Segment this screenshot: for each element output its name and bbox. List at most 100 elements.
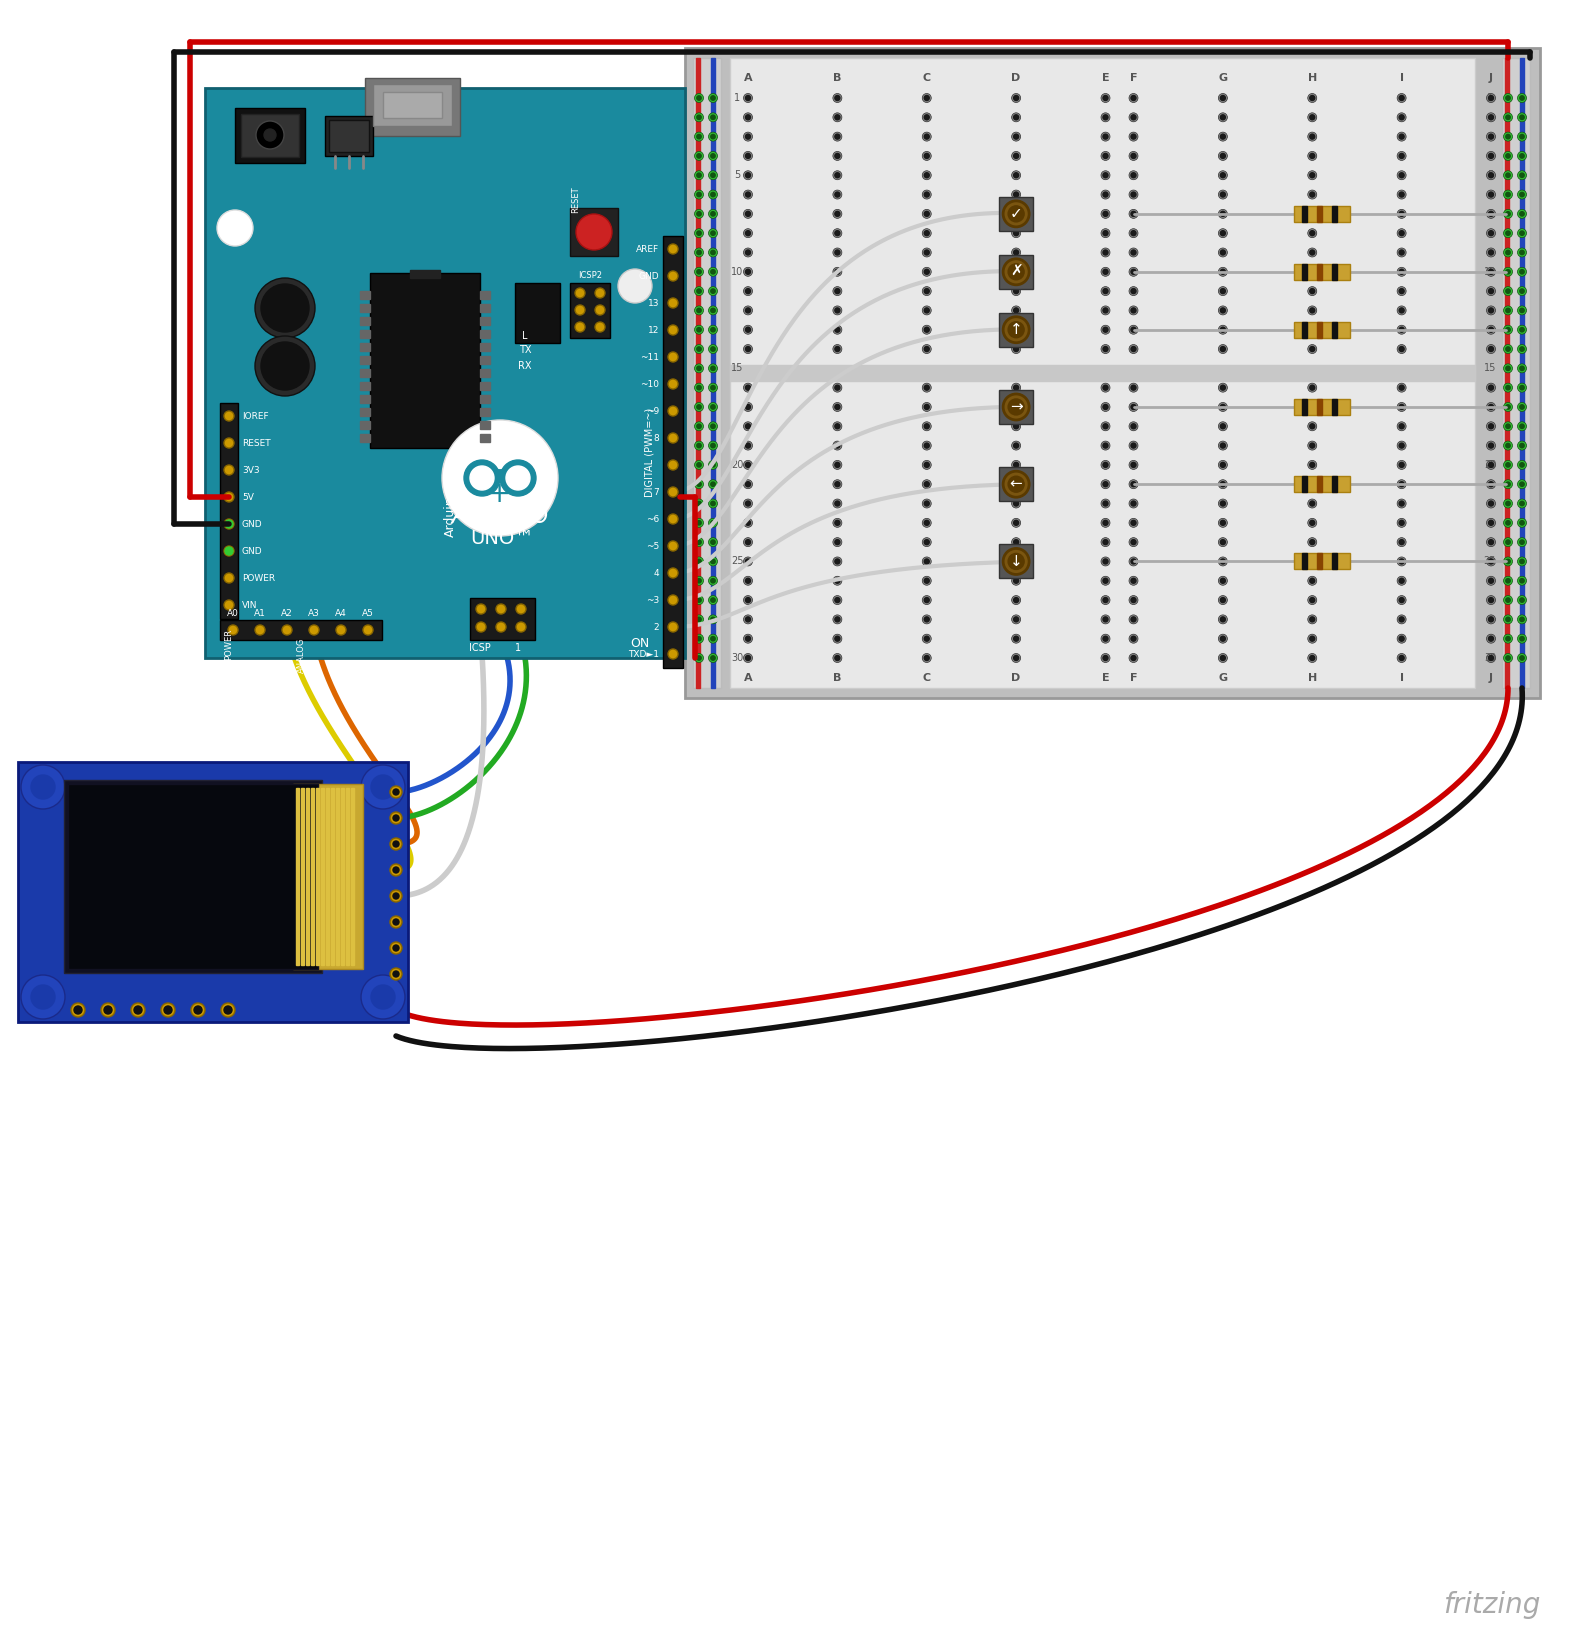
- Circle shape: [226, 547, 234, 555]
- Circle shape: [1011, 325, 1021, 335]
- Circle shape: [1307, 654, 1317, 662]
- Circle shape: [1014, 192, 1019, 197]
- Text: A2: A2: [281, 609, 293, 617]
- Circle shape: [1218, 519, 1227, 527]
- Circle shape: [711, 346, 716, 351]
- Bar: [1332, 399, 1337, 415]
- Circle shape: [1487, 248, 1496, 258]
- Circle shape: [1307, 190, 1317, 199]
- Circle shape: [833, 614, 841, 624]
- Circle shape: [744, 557, 752, 566]
- Circle shape: [1011, 228, 1021, 238]
- Circle shape: [1130, 269, 1135, 274]
- Circle shape: [1506, 521, 1510, 525]
- Circle shape: [711, 617, 716, 622]
- Circle shape: [1520, 327, 1525, 332]
- Bar: [359, 343, 370, 351]
- Circle shape: [746, 346, 750, 351]
- Circle shape: [1506, 192, 1510, 197]
- Circle shape: [1307, 345, 1317, 353]
- Circle shape: [1103, 346, 1108, 351]
- Bar: [1332, 322, 1337, 338]
- Circle shape: [744, 442, 752, 450]
- Circle shape: [1399, 578, 1404, 583]
- Circle shape: [1011, 210, 1021, 218]
- Circle shape: [1517, 519, 1526, 527]
- Circle shape: [1221, 655, 1226, 660]
- Circle shape: [1008, 553, 1024, 570]
- Circle shape: [1488, 424, 1493, 429]
- Circle shape: [1130, 481, 1135, 486]
- Circle shape: [1487, 94, 1496, 102]
- Circle shape: [161, 1003, 175, 1016]
- Circle shape: [1504, 268, 1512, 276]
- Circle shape: [1129, 634, 1138, 644]
- Circle shape: [695, 113, 703, 122]
- Circle shape: [1488, 501, 1493, 506]
- Circle shape: [1129, 210, 1138, 218]
- Circle shape: [1221, 172, 1226, 177]
- Circle shape: [1130, 135, 1135, 140]
- Circle shape: [390, 916, 402, 928]
- Circle shape: [695, 365, 703, 373]
- Circle shape: [924, 481, 929, 486]
- Text: IOREF: IOREF: [242, 412, 269, 420]
- Circle shape: [1399, 521, 1404, 525]
- Circle shape: [1100, 634, 1110, 644]
- Circle shape: [1129, 345, 1138, 353]
- Circle shape: [924, 212, 929, 217]
- Circle shape: [1008, 264, 1024, 279]
- Circle shape: [1011, 499, 1021, 507]
- Bar: [480, 420, 490, 429]
- Text: GND: GND: [638, 271, 658, 281]
- Circle shape: [1014, 289, 1019, 294]
- Circle shape: [1399, 327, 1404, 332]
- Circle shape: [1310, 424, 1315, 429]
- Bar: [1332, 476, 1337, 493]
- Circle shape: [696, 135, 701, 140]
- Circle shape: [1011, 460, 1021, 470]
- Circle shape: [1221, 540, 1226, 545]
- Circle shape: [1130, 212, 1135, 217]
- Circle shape: [696, 501, 701, 506]
- Circle shape: [922, 190, 932, 199]
- Circle shape: [1487, 171, 1496, 179]
- Circle shape: [1504, 614, 1512, 624]
- Circle shape: [1398, 499, 1406, 507]
- Circle shape: [1520, 617, 1525, 622]
- Circle shape: [746, 443, 750, 448]
- Circle shape: [1307, 499, 1317, 507]
- Circle shape: [1488, 172, 1493, 177]
- Text: 4: 4: [653, 568, 658, 578]
- Circle shape: [1129, 113, 1138, 122]
- Circle shape: [833, 131, 841, 141]
- Circle shape: [835, 135, 840, 140]
- Text: 5: 5: [735, 171, 739, 181]
- Circle shape: [746, 558, 750, 563]
- Circle shape: [1221, 327, 1226, 332]
- Circle shape: [1399, 386, 1404, 391]
- Circle shape: [1310, 346, 1315, 351]
- Circle shape: [709, 634, 717, 644]
- Circle shape: [1100, 325, 1110, 335]
- Bar: [730, 57, 1476, 688]
- Text: A: A: [744, 72, 752, 84]
- Circle shape: [1399, 598, 1404, 603]
- Circle shape: [833, 519, 841, 527]
- Circle shape: [1218, 268, 1227, 276]
- Circle shape: [1103, 309, 1108, 314]
- Circle shape: [744, 325, 752, 335]
- Circle shape: [1218, 248, 1227, 258]
- Text: C: C: [922, 673, 930, 683]
- Circle shape: [746, 309, 750, 314]
- Circle shape: [1129, 614, 1138, 624]
- Circle shape: [1310, 269, 1315, 274]
- Bar: [480, 383, 490, 391]
- Circle shape: [924, 192, 929, 197]
- Circle shape: [833, 345, 841, 353]
- Circle shape: [1307, 171, 1317, 179]
- Circle shape: [1130, 598, 1135, 603]
- Circle shape: [1504, 557, 1512, 566]
- Circle shape: [1488, 558, 1493, 563]
- Circle shape: [695, 190, 703, 199]
